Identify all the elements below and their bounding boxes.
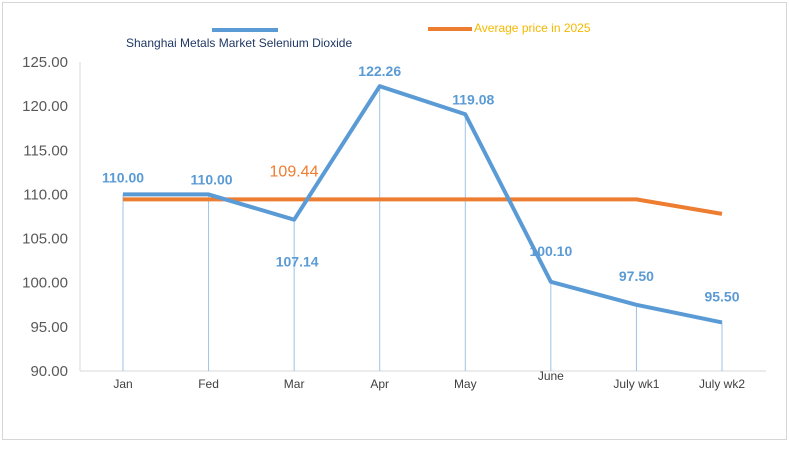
x-tick-label: May [454,377,477,391]
x-axis: Jan Fed Mar Apr May June July wk1 July wk2 [80,369,766,391]
x-tick-label: Jan [113,377,132,391]
chart-frame [2,2,787,440]
y-tick-label: 105.00 [22,231,68,248]
data-labels: 110.00 110.00 107.14 122.26 119.08 100.10 97.5… [102,63,740,304]
y-tick-label: 120.00 [22,98,68,115]
data-label-selenium: 110.00 [102,169,144,185]
series-line-selenium [123,84,723,325]
drop-lines [122,86,723,371]
y-axis: 90.00 95.00 100.00 105.00 110.00 115.00 120.00… [22,54,81,380]
data-label-selenium: 110.00 [191,171,233,187]
x-tick-label: July wk1 [613,377,659,391]
y-tick-label: 115.00 [23,142,68,159]
x-tick-label: July wk2 [699,377,745,391]
y-tick-label: 100.00 [22,275,68,292]
y-tick-label: 110.00 [23,186,68,203]
legend: Shanghai Metals Market Selenium Dioxide … [126,21,591,50]
x-tick-label: Fed [198,377,219,391]
data-label-selenium: 95.50 [704,288,739,304]
y-tick-label: 125.00 [22,54,68,71]
x-tick-label: Mar [284,377,305,391]
data-label-selenium: 122.26 [358,63,401,79]
x-tick-label: Apr [370,377,389,391]
legend-label-average: Average price in 2025 [474,21,591,35]
data-label-selenium: 107.14 [276,254,319,270]
y-tick-label: 90.00 [30,363,68,380]
data-label-selenium: 100.10 [529,243,572,259]
data-label-selenium: 119.08 [452,91,494,107]
data-label-average: 109.44 [270,163,319,180]
y-tick-label: 95.00 [30,319,68,336]
data-label-selenium: 97.50 [619,268,654,284]
x-tick-label: June [538,369,564,383]
series-lines [123,84,723,325]
series-line-average [123,197,723,216]
legend-label-selenium: Shanghai Metals Market Selenium Dioxide [126,36,352,50]
